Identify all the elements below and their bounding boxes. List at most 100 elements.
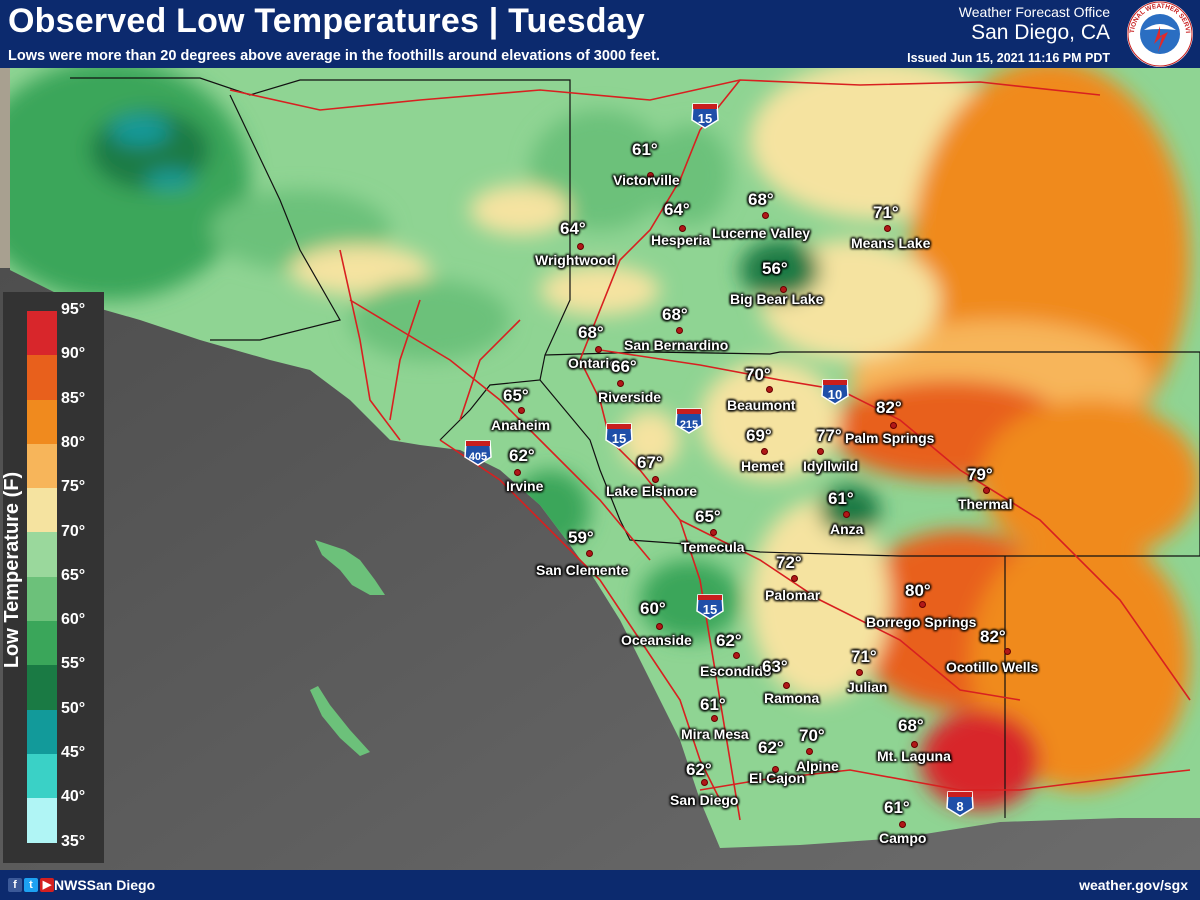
legend-tick-label: 35° [61,832,86,850]
legend-tick-label: 80° [61,433,86,451]
station-dot [586,550,593,557]
station-dot [733,652,740,659]
station-dot [617,380,624,387]
station-name: Temecula [681,539,745,555]
station-temp: 71° [873,203,899,222]
shield-label: 15 [612,431,626,446]
i10-shield: 10 [821,379,849,405]
station-temp: 61° [632,140,658,159]
station-dot [656,623,663,630]
station-dot [919,601,926,608]
station-temp: 70° [799,726,825,745]
station-temp: 79° [967,465,993,484]
station-name: Campo [879,830,927,846]
website-link[interactable]: weather.gov/sgx [1079,877,1188,893]
station-name: Alpine [796,758,839,774]
legend-tick-label: 95° [61,301,86,318]
station-dot [806,748,813,755]
station-temp: 62° [758,738,784,757]
legend-swatch [27,753,57,799]
station-temp: 69° [746,426,772,445]
station-dot [710,529,717,536]
station-name: Hemet [741,458,784,474]
station-temp: 82° [876,398,902,417]
i405-shield: 405 [464,440,492,466]
station-dot [899,821,906,828]
station-dot [911,741,918,748]
station-name: Mt. Laguna [877,748,951,764]
shield-label: 8 [956,799,963,814]
station-temp: 61° [884,798,910,817]
legend-swatch [27,665,57,710]
station-dot [595,346,602,353]
i15-shield-north: 15 [691,103,719,129]
office-info: Weather Forecast Office San Diego, CA [959,4,1110,45]
legend-color-bar [27,311,57,843]
station-name: Lake Elsinore [606,483,698,499]
station-dot [780,286,787,293]
station-dot [783,682,790,689]
legend-tick-label: 50° [61,699,86,717]
facebook-icon[interactable]: f [8,878,22,892]
station-dot [884,225,891,232]
issued-time: Issued Jun 15, 2021 11:16 PM PDT [907,51,1110,65]
station-name: San Clemente [536,562,629,578]
legend-swatch [27,399,57,444]
station-name: Wrightwood [535,252,616,268]
legend-tick-label: 55° [61,655,86,673]
station-name: Means Lake [851,235,931,251]
station-name: Idyllwild [803,458,859,474]
station-temp: 64° [560,219,586,238]
shield-label: 10 [828,387,842,402]
station-temp: 64° [664,200,690,219]
station-temp: 68° [662,305,688,324]
social-handle[interactable]: NWSSan Diego [54,877,156,893]
station-dot [701,779,708,786]
station-temp: 70° [745,365,771,384]
legend-tick-label: 85° [61,389,86,407]
station-name: Palomar [765,587,821,603]
station-temp: 61° [828,489,854,508]
station-dot [711,715,718,722]
legend-tick-label: 70° [61,522,86,540]
station-temp: 60° [640,599,666,618]
legend-swatch [27,798,57,843]
station-temp: 66° [611,357,637,376]
station-dot [647,172,654,179]
station-temp: 61° [700,695,726,714]
legend-tick-label: 45° [61,744,86,761]
shield-label: 405 [469,451,487,463]
twitter-icon[interactable]: t [24,878,38,892]
station-name: Mira Mesa [681,726,749,742]
station-temp: 62° [716,631,742,650]
station-dot [676,327,683,334]
shield-label: 215 [680,419,698,431]
legend-swatch [27,355,57,400]
legend-swatch [27,443,57,489]
station-name: Borrego Springs [866,614,977,630]
youtube-icon[interactable]: ▶ [40,878,54,892]
station-name: Big Bear Lake [730,291,824,307]
office-line-2: San Diego, CA [971,21,1110,44]
station-temp: 80° [905,581,931,600]
station-dot [817,448,824,455]
station-dot [577,243,584,250]
i15-shield-corona: 15 [605,423,633,449]
station-name: Oceanside [621,632,692,648]
station-dot [514,469,521,476]
legend-tick-label: 60° [61,611,86,629]
legend-swatch [27,621,57,666]
i215-shield: 215 [675,408,703,434]
legend-swatch [27,532,57,577]
highways [229,79,1191,821]
page-subtitle: Lows were more than 20 degrees above ave… [8,48,660,64]
station-temp: 62° [686,760,712,779]
legend-tick-label: 90° [61,345,86,363]
station-dot [762,212,769,219]
station-name: Julian [847,679,888,695]
station-temp: 67° [637,453,663,472]
station-name: Beaumont [727,397,796,413]
station-name: Victorville [613,172,680,188]
station-dot [983,487,990,494]
station-name: Ontario [568,355,618,371]
